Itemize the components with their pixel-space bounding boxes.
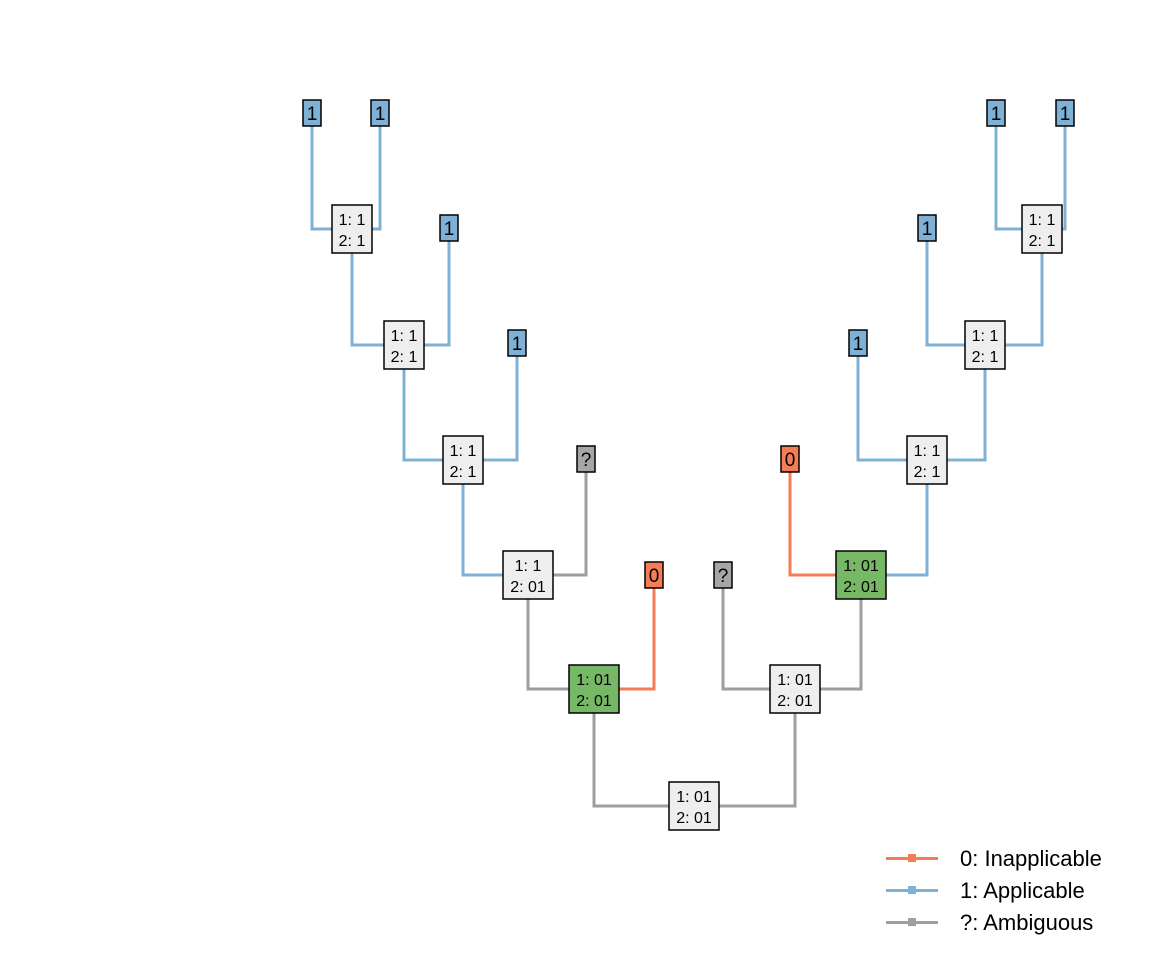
tip-t2: 1	[370, 99, 390, 127]
node-label-char2: 2: 01	[676, 810, 712, 827]
tip-label: 1	[444, 219, 455, 240]
edge-n9-t9	[856, 343, 927, 462]
node-label-char2: 2: 01	[510, 579, 546, 596]
legend-item-ambiguous: ?: Ambiguous	[884, 906, 1144, 938]
node-label-char1: 1: 1	[450, 443, 477, 460]
internal-node-n10: 1: 1 2: 1	[964, 320, 1006, 370]
node-label-char2: 2: 01	[777, 693, 813, 710]
tip-t6: 0	[644, 561, 664, 589]
node-label-char1: 1: 01	[676, 789, 712, 806]
tree-edges	[310, 113, 1067, 808]
legend: 0: Inapplicable 1: Applicable ?: Ambiguo…	[884, 842, 1144, 938]
legend-swatch-marker	[908, 886, 916, 894]
tip-label: 1	[991, 104, 1002, 125]
node-label-char1: 1: 01	[576, 672, 612, 689]
internal-node-n1: 1: 1 2: 1	[331, 204, 373, 254]
node-label-char2: 2: 1	[914, 464, 941, 481]
node-box	[331, 204, 373, 254]
legend-item-inapplicable: 0: Inapplicable	[884, 842, 1144, 874]
internal-node-n2: 1: 1 2: 1	[383, 320, 425, 370]
tip-t8: 0	[780, 445, 800, 473]
tip-t11: 1	[986, 99, 1006, 127]
tip-label: 1	[512, 334, 523, 355]
tip-label: ?	[718, 566, 729, 587]
tip-box	[507, 329, 527, 357]
tip-label: 0	[785, 450, 796, 471]
node-label-char1: 1: 01	[777, 672, 813, 689]
internal-node-n4: 1: 1 2: 01	[502, 550, 554, 600]
node-box	[964, 320, 1006, 370]
node-label-char1: 1: 1	[515, 558, 542, 575]
node-label-char1: 1: 1	[391, 328, 418, 345]
tip-box	[439, 214, 459, 242]
edge-n7-n5	[592, 689, 694, 808]
node-box	[835, 550, 887, 600]
legend-label: 1: Applicable	[960, 878, 1085, 903]
legend-item-applicable: 1: Applicable	[884, 874, 1144, 906]
tip-box	[370, 99, 390, 127]
tip-label: 1	[375, 104, 386, 125]
tip-t9: 1	[848, 329, 868, 357]
tip-label: ?	[581, 450, 592, 471]
node-label-char1: 1: 1	[972, 328, 999, 345]
internal-node-n11: 1: 1 2: 1	[1021, 204, 1063, 254]
internal-node-n7: 1: 01 2: 01	[668, 781, 720, 831]
tip-t5: ?	[576, 445, 596, 473]
node-box	[568, 664, 620, 714]
legend-label: ?: Ambiguous	[960, 910, 1094, 935]
internal-node-n3: 1: 1 2: 1	[442, 435, 484, 485]
tip-t4: 1	[507, 329, 527, 357]
node-box	[383, 320, 425, 370]
tip-box	[302, 99, 322, 127]
tip-label: 1	[853, 334, 864, 355]
node-label-char2: 2: 01	[576, 693, 612, 710]
node-label-char2: 2: 1	[339, 233, 366, 250]
node-label-char2: 2: 1	[391, 349, 418, 366]
tip-label: 1	[307, 104, 318, 125]
tip-t1: 1	[302, 99, 322, 127]
node-label-char2: 2: 1	[450, 464, 477, 481]
internal-node-n8: 1: 01 2: 01	[835, 550, 887, 600]
node-box	[1021, 204, 1063, 254]
tip-t12: 1	[1055, 99, 1075, 127]
tip-label: 0	[649, 566, 660, 587]
internal-node-n5: 1: 01 2: 01	[568, 664, 620, 714]
tip-t10: 1	[917, 214, 937, 242]
tip-box	[1055, 99, 1075, 127]
tip-t7: ?	[713, 561, 733, 589]
tip-box	[917, 214, 937, 242]
tip-box	[848, 329, 868, 357]
node-label-char1: 1: 1	[1029, 212, 1056, 229]
node-label-char1: 1: 1	[339, 212, 366, 229]
tip-label: 1	[1060, 104, 1071, 125]
tip-box	[644, 561, 664, 589]
node-box	[769, 664, 821, 714]
edge-n7-n6	[694, 689, 797, 808]
tree-nodes: 1: 1 2: 1 1: 1 2: 1 1: 1 2: 1 1: 1 2: 01 1: 01 2:…	[302, 99, 1075, 831]
tip-box	[780, 445, 800, 473]
tip-label: 1	[922, 219, 933, 240]
tip-box	[986, 99, 1006, 127]
node-box	[906, 435, 948, 485]
node-label-char2: 2: 1	[1029, 233, 1056, 250]
tip-t3: 1	[439, 214, 459, 242]
node-label-char2: 2: 1	[972, 349, 999, 366]
legend-swatch-marker	[908, 918, 916, 926]
legend-swatch-marker	[908, 854, 916, 862]
internal-node-n9: 1: 1 2: 1	[906, 435, 948, 485]
node-box	[502, 550, 554, 600]
node-label-char1: 1: 1	[914, 443, 941, 460]
internal-node-n6: 1: 01 2: 01	[769, 664, 821, 714]
node-box	[668, 781, 720, 831]
tip-box	[713, 561, 733, 589]
node-label-char2: 2: 01	[843, 579, 879, 596]
node-label-char1: 1: 01	[843, 558, 879, 575]
legend-label: 0: Inapplicable	[960, 846, 1102, 871]
tip-box	[576, 445, 596, 473]
node-box	[442, 435, 484, 485]
